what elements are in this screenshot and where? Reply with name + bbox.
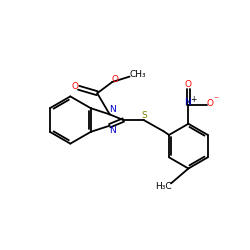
- Text: ⁻: ⁻: [213, 96, 218, 106]
- Text: O: O: [207, 99, 214, 108]
- Text: O: O: [71, 82, 78, 91]
- Text: O: O: [111, 74, 118, 84]
- Text: N: N: [110, 106, 116, 114]
- Text: N: N: [184, 98, 191, 107]
- Text: CH₃: CH₃: [130, 70, 146, 79]
- Text: O: O: [184, 80, 192, 89]
- Text: H₃C: H₃C: [155, 182, 171, 191]
- Text: N: N: [110, 126, 116, 135]
- Text: +: +: [191, 95, 197, 104]
- Text: S: S: [142, 111, 147, 120]
